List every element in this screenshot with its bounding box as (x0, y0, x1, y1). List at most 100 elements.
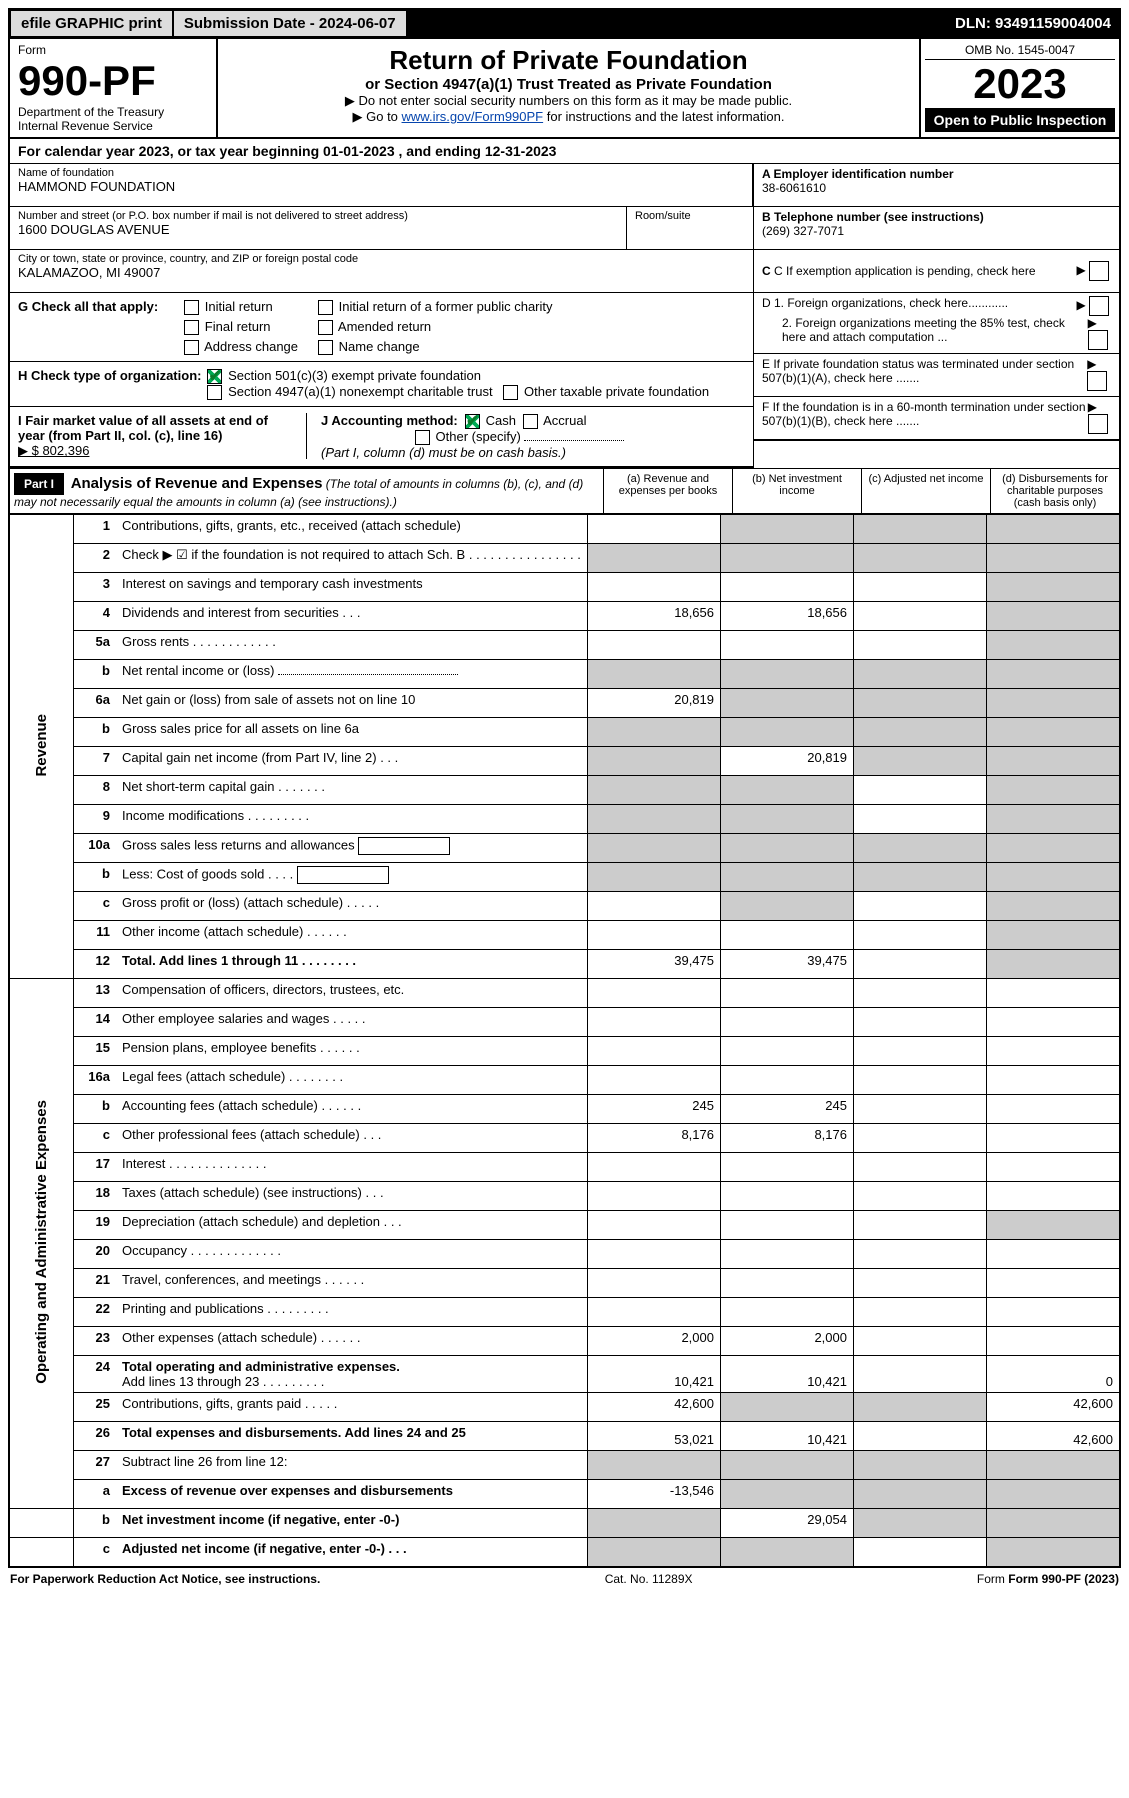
line-25-d: 42,600 (987, 1393, 1121, 1422)
line-26-b: 10,421 (721, 1422, 854, 1451)
initial-return-former-label: Initial return of a former public charit… (339, 299, 553, 314)
city-label: City or town, state or province, country… (18, 253, 745, 265)
c-checkbox[interactable] (1089, 261, 1109, 281)
col-b-header: (b) Net investment income (732, 469, 861, 513)
line-16c-b: 8,176 (721, 1124, 854, 1153)
part1-title: Analysis of Revenue and Expenses (71, 475, 323, 492)
line-25-a: 42,600 (588, 1393, 721, 1422)
i-label: I Fair market value of all assets at end… (18, 413, 268, 443)
accrual-label: Accrual (543, 413, 586, 428)
accrual-checkbox[interactable] (523, 414, 538, 429)
d1-label: D 1. Foreign organizations, check here..… (762, 296, 1008, 316)
line-3: Interest on savings and temporary cash i… (116, 573, 588, 602)
cash-checkbox[interactable] (465, 414, 480, 429)
line-5b: Net rental income or (loss) (116, 660, 588, 689)
line-26-a: 53,021 (588, 1422, 721, 1451)
room-suite-label: Room/suite (635, 210, 745, 222)
initial-return-checkbox[interactable] (184, 300, 199, 315)
part1-badge: Part I (14, 473, 64, 495)
j-note: (Part I, column (d) must be on cash basi… (321, 445, 566, 460)
other-taxable-label: Other taxable private foundation (524, 384, 709, 399)
line-10c: Gross profit or (loss) (attach schedule)… (116, 892, 588, 921)
line-24-a: 10,421 (588, 1356, 721, 1393)
line-4-a: 18,656 (588, 602, 721, 631)
address-change-checkbox[interactable] (184, 340, 199, 355)
footer-left: For Paperwork Reduction Act Notice, see … (10, 1572, 320, 1586)
line-27: Subtract line 26 from line 12: (116, 1451, 588, 1480)
line-13: Compensation of officers, directors, tru… (116, 979, 588, 1008)
tax-year: 2023 (925, 60, 1115, 108)
amended-return-checkbox[interactable] (318, 320, 333, 335)
line-16b: Accounting fees (attach schedule) . . . … (116, 1095, 588, 1124)
fmv-value: ▶ $ 802,396 (18, 443, 89, 458)
h-label: H Check type of organization: (18, 368, 201, 383)
top-bar: efile GRAPHIC print Submission Date - 20… (8, 8, 1121, 39)
final-return-checkbox[interactable] (184, 320, 199, 335)
other-method-label: Other (specify) (436, 429, 521, 444)
line-24: Total operating and administrative expen… (116, 1356, 588, 1393)
address-label: Number and street (or P.O. box number if… (18, 210, 618, 222)
instruction-1: ▶ Do not enter social security numbers o… (224, 93, 913, 109)
line-26: Total expenses and disbursements. Add li… (116, 1422, 588, 1451)
name-change-label: Name change (339, 339, 420, 354)
g-row: G Check all that apply: Initial return I… (10, 293, 753, 362)
initial-return-label: Initial return (205, 299, 273, 314)
d2-label: 2. Foreign organizations meeting the 85%… (782, 316, 1088, 350)
line-24-d: 0 (987, 1356, 1121, 1393)
ein-value: 38-6061610 (762, 181, 826, 195)
line-27b-b: 29,054 (721, 1509, 854, 1538)
line-16b-b: 245 (721, 1095, 854, 1124)
line-26-d: 42,600 (987, 1422, 1121, 1451)
line-7-b: 20,819 (721, 747, 854, 776)
line-12-a: 39,475 (588, 950, 721, 979)
line-25: Contributions, gifts, grants paid . . . … (116, 1393, 588, 1422)
instr2-post: for instructions and the latest informat… (543, 109, 784, 124)
calendar-year-line: For calendar year 2023, or tax year begi… (8, 139, 1121, 164)
4947a1-checkbox[interactable] (207, 385, 222, 400)
line-6b: Gross sales price for all assets on line… (116, 718, 588, 747)
d2-checkbox[interactable] (1088, 330, 1108, 350)
line-8: Net short-term capital gain . . . . . . … (116, 776, 588, 805)
line-20: Occupancy . . . . . . . . . . . . . (116, 1240, 588, 1269)
d1-checkbox[interactable] (1089, 296, 1109, 316)
f-label: F If the foundation is in a 60-month ter… (762, 400, 1088, 436)
efile-print-button[interactable]: efile GRAPHIC print (10, 10, 173, 37)
e-checkbox[interactable] (1087, 371, 1107, 391)
phone-label: B Telephone number (see instructions) (762, 210, 984, 224)
line-12-b: 39,475 (721, 950, 854, 979)
line-11: Other income (attach schedule) . . . . .… (116, 921, 588, 950)
open-to-public-badge: Open to Public Inspection (925, 108, 1115, 132)
line-1: Contributions, gifts, grants, etc., rece… (116, 515, 588, 544)
g-label: G Check all that apply: (18, 299, 158, 314)
line-6a: Net gain or (loss) from sale of assets n… (116, 689, 588, 718)
address-change-label: Address change (204, 339, 298, 354)
line-27a-a: -13,546 (588, 1480, 721, 1509)
line-16c: Other professional fees (attach schedule… (116, 1124, 588, 1153)
line-27a: Excess of revenue over expenses and disb… (116, 1480, 588, 1509)
f-checkbox[interactable] (1088, 414, 1108, 434)
form-990pf-link[interactable]: www.irs.gov/Form990PF (402, 109, 544, 124)
501c3-checkbox[interactable] (207, 369, 222, 384)
line-16b-a: 245 (588, 1095, 721, 1124)
initial-return-former-checkbox[interactable] (318, 300, 333, 315)
line-5a: Gross rents . . . . . . . . . . . . (116, 631, 588, 660)
footer-form: Form Form 990-PF (2023) (977, 1572, 1119, 1586)
501c3-label: Section 501(c)(3) exempt private foundat… (228, 368, 481, 383)
form-subtitle: or Section 4947(a)(1) Trust Treated as P… (224, 76, 913, 93)
other-taxable-checkbox[interactable] (503, 385, 518, 400)
page-footer: For Paperwork Reduction Act Notice, see … (8, 1568, 1121, 1590)
omb-number: OMB No. 1545-0047 (925, 43, 1115, 60)
ein-label: A Employer identification number (762, 167, 954, 181)
line-15: Pension plans, employee benefits . . . .… (116, 1037, 588, 1066)
opex-side-label: Operating and Administrative Expenses (9, 979, 74, 1509)
col-a-header: (a) Revenue and expenses per books (603, 469, 732, 513)
other-method-checkbox[interactable] (415, 430, 430, 445)
analysis-table: Revenue 1Contributions, gifts, grants, e… (8, 514, 1121, 1568)
line-7: Capital gain net income (from Part IV, l… (116, 747, 588, 776)
form-header: Form 990-PF Department of the Treasury I… (8, 39, 1121, 139)
col-d-header: (d) Disbursements for charitable purpose… (990, 469, 1119, 513)
final-return-label: Final return (205, 319, 271, 334)
foundation-name: HAMMOND FOUNDATION (18, 179, 744, 194)
line-4-b: 18,656 (721, 602, 854, 631)
name-change-checkbox[interactable] (318, 340, 333, 355)
